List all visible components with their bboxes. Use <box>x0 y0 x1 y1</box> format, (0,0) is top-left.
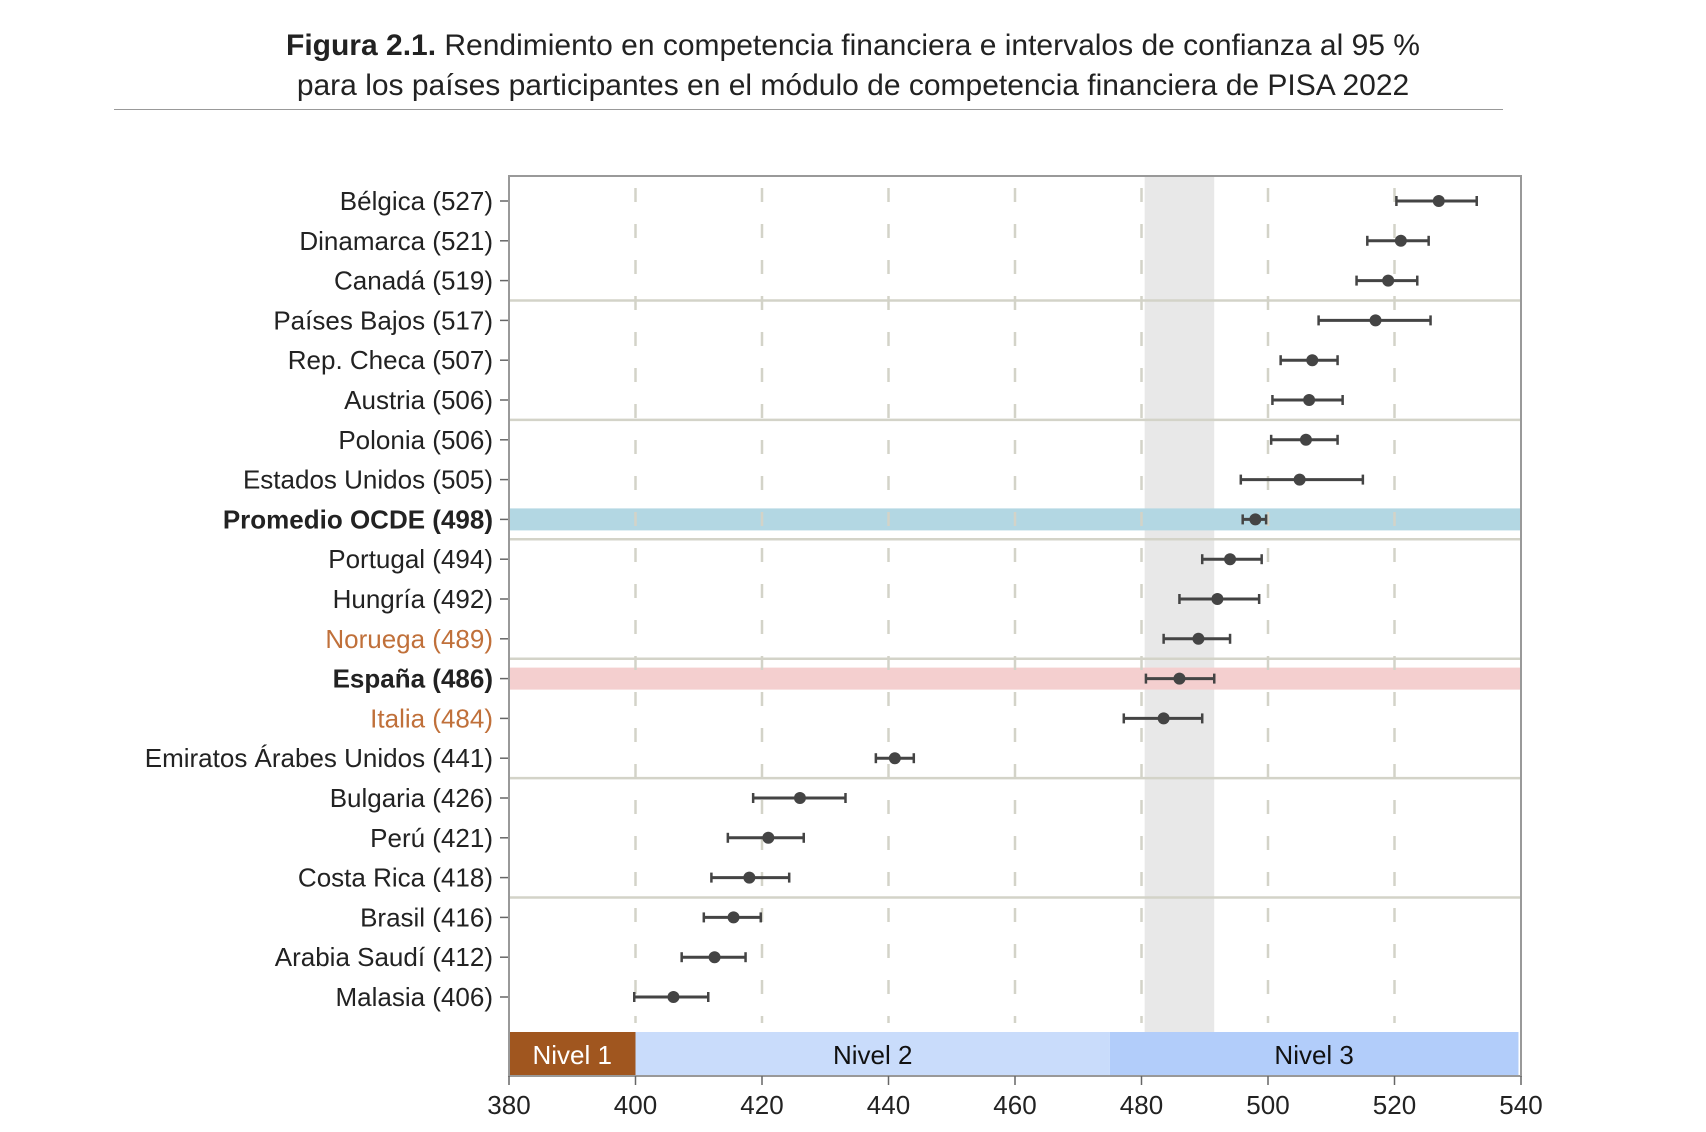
country-label: Dinamarca (521) <box>299 226 493 256</box>
mean-point <box>1306 354 1319 367</box>
mean-point <box>1369 314 1382 327</box>
country-label: Promedio OCDE (498) <box>223 504 493 534</box>
x-tick-label: 540 <box>1499 1090 1542 1120</box>
level-bar <box>635 1032 1110 1076</box>
country-label: Brasil (416) <box>360 902 493 932</box>
mean-point <box>1173 672 1186 685</box>
x-tick-label: 440 <box>867 1090 910 1120</box>
country-label: Estados Unidos (505) <box>243 465 493 495</box>
mean-point <box>1249 513 1262 526</box>
country-label: Rep. Checa (507) <box>288 345 493 375</box>
country-label: Emiratos Árabes Unidos (441) <box>145 743 493 773</box>
country-label: Polonia (506) <box>338 425 493 455</box>
x-tick-label: 520 <box>1373 1090 1416 1120</box>
level-bar <box>509 1032 636 1076</box>
country-label: Austria (506) <box>344 385 493 415</box>
country-label: Perú (421) <box>370 823 493 853</box>
country-label: Portugal (494) <box>328 544 493 574</box>
x-tick-label: 460 <box>993 1090 1036 1120</box>
x-tick-label: 480 <box>1120 1090 1163 1120</box>
chart-title: Figura 2.1. Rendimiento en competencia f… <box>0 26 1706 106</box>
mean-point <box>1432 195 1445 207</box>
mean-point <box>667 991 680 1003</box>
x-tick-label: 500 <box>1246 1090 1289 1120</box>
mean-point <box>1192 632 1205 645</box>
country-label: Hungría (492) <box>333 584 493 614</box>
x-tick-label: 420 <box>740 1090 783 1120</box>
mean-point <box>1293 473 1306 486</box>
mean-point <box>762 831 775 844</box>
title-figure-number: Figura 2.1. <box>286 29 437 62</box>
mean-point <box>1211 593 1224 605</box>
country-label: Italia (484) <box>370 703 493 733</box>
mean-point <box>1382 274 1395 287</box>
mean-point <box>727 911 740 924</box>
mean-point <box>1299 433 1312 446</box>
level-label: Nivel 3 <box>1274 1040 1353 1070</box>
mean-point <box>1394 234 1407 247</box>
x-tick-label: 400 <box>614 1090 657 1120</box>
title-line-2: para los países participantes en el módu… <box>296 69 1410 102</box>
level-label: Nivel 2 <box>833 1040 912 1070</box>
country-label: Bulgaria (426) <box>330 783 493 813</box>
row-highlight <box>509 667 1521 690</box>
mean-point <box>793 792 806 804</box>
mean-point <box>1303 394 1316 406</box>
mean-point <box>1224 553 1237 566</box>
country-label: Noruega (489) <box>325 624 493 654</box>
country-label: Países Bajos (517) <box>273 305 493 335</box>
title-line-1: Rendimiento en competencia financiera e … <box>444 29 1420 62</box>
mean-point <box>708 951 721 964</box>
title-underline <box>114 109 1503 110</box>
country-label: Arabia Saudí (412) <box>275 942 493 972</box>
mean-point <box>1157 712 1170 725</box>
country-label: Malasia (406) <box>335 982 493 1012</box>
country-label: Bélgica (527) <box>340 186 493 216</box>
country-label: España (486) <box>333 664 493 694</box>
mean-point <box>743 871 756 884</box>
level-label: Nivel 1 <box>533 1040 612 1070</box>
x-tick-label: 380 <box>487 1090 530 1120</box>
country-label: Costa Rica (418) <box>298 863 493 893</box>
level-bar <box>1109 1032 1519 1076</box>
country-label: Canadá (519) <box>334 266 493 296</box>
mean-point <box>888 752 901 765</box>
